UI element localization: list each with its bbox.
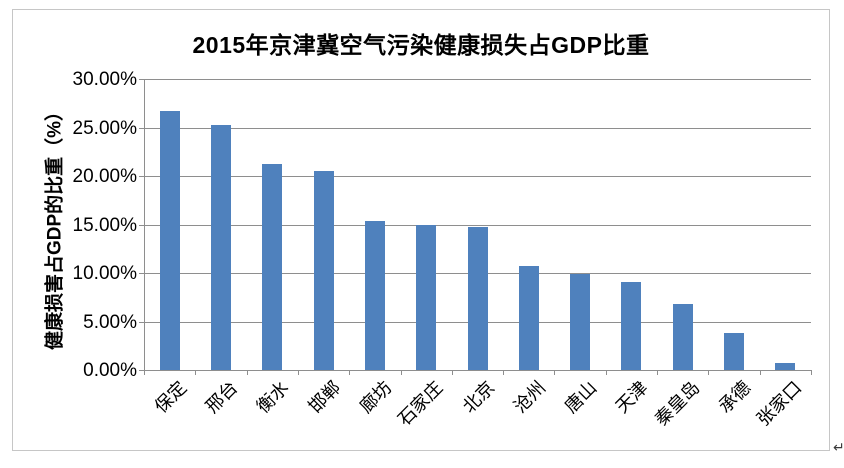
- x-tick-label: 张家口: [753, 377, 806, 430]
- x-axis-tick: [708, 370, 710, 375]
- x-tick-label: 承德: [714, 377, 755, 417]
- y-axis-tick: [139, 127, 144, 129]
- bar: [724, 333, 745, 370]
- x-axis-tick: [554, 370, 556, 375]
- bar: [416, 224, 437, 370]
- x-tick-label: 秦皇岛: [650, 377, 704, 430]
- bar: [210, 124, 231, 370]
- x-tick-label: 北京: [458, 377, 498, 417]
- major-gridline: [144, 79, 811, 80]
- y-axis-tick: [139, 176, 144, 177]
- chart-title: 2015年京津冀空气污染健康损失占GDP比重: [192, 32, 650, 58]
- x-tick-label: 邢台: [201, 377, 242, 417]
- y-tick-label: 25.00%: [72, 117, 137, 139]
- y-tick-label: 15.00%: [72, 214, 137, 236]
- bar: [570, 273, 591, 370]
- plot-area: [139, 79, 812, 375]
- x-axis-line: [144, 370, 811, 371]
- x-tick-label: 邯郸: [304, 377, 345, 417]
- x-axis-tick: [759, 370, 761, 375]
- x-axis-tick: [503, 370, 505, 375]
- bar: [467, 227, 488, 370]
- x-axis-tick: [349, 370, 351, 375]
- x-axis-tick: [195, 370, 197, 375]
- major-gridline: [144, 224, 811, 226]
- x-tick-label: 石家庄: [394, 377, 447, 430]
- x-axis-tick: [297, 370, 299, 375]
- y-tick-label: 5.00%: [83, 311, 137, 333]
- bar: [364, 220, 385, 370]
- x-axis-tick: [144, 370, 145, 375]
- x-axis-tick: [451, 370, 453, 375]
- bar: [518, 266, 539, 370]
- chart-frame: 2015年京津冀空气污染健康损失占GDP比重 健康损害占GDP的比重（%） 0.…: [12, 9, 830, 451]
- y-axis-tick: [139, 224, 144, 226]
- major-gridline: [144, 127, 811, 129]
- x-tick-label: 保定: [150, 377, 191, 417]
- y-axis-tick: [139, 321, 144, 323]
- y-tick-label: 10.00%: [72, 263, 137, 284]
- x-axis-tick: [400, 370, 402, 375]
- bar: [159, 111, 180, 370]
- bar: [621, 281, 642, 370]
- x-axis-tick: [657, 370, 659, 375]
- y-tick-label: 30.00%: [72, 69, 137, 90]
- y-axis-line: [144, 79, 145, 375]
- x-tick-label: 衡水: [253, 377, 293, 417]
- x-axis-tick: [605, 370, 607, 375]
- y-axis-tick: [139, 79, 144, 80]
- bar: [262, 164, 283, 370]
- x-axis-tick: [246, 370, 248, 375]
- bar: [672, 304, 693, 370]
- y-tick-label: 0.00%: [83, 360, 137, 381]
- major-gridline: [144, 176, 811, 177]
- x-tick-label: 唐山: [560, 377, 601, 417]
- y-axis-tick: [139, 370, 144, 371]
- x-axis-tick: [811, 370, 812, 375]
- x-tick-label: 廊坊: [355, 377, 396, 417]
- x-tick-label: 沧州: [509, 377, 550, 417]
- bar: [775, 363, 796, 370]
- bar: [313, 171, 334, 370]
- y-tick-label: 20.00%: [72, 166, 137, 187]
- x-tick-label: 天津: [612, 377, 652, 417]
- y-axis-tick: [139, 273, 144, 274]
- paragraph-return-mark: ↵: [833, 439, 844, 455]
